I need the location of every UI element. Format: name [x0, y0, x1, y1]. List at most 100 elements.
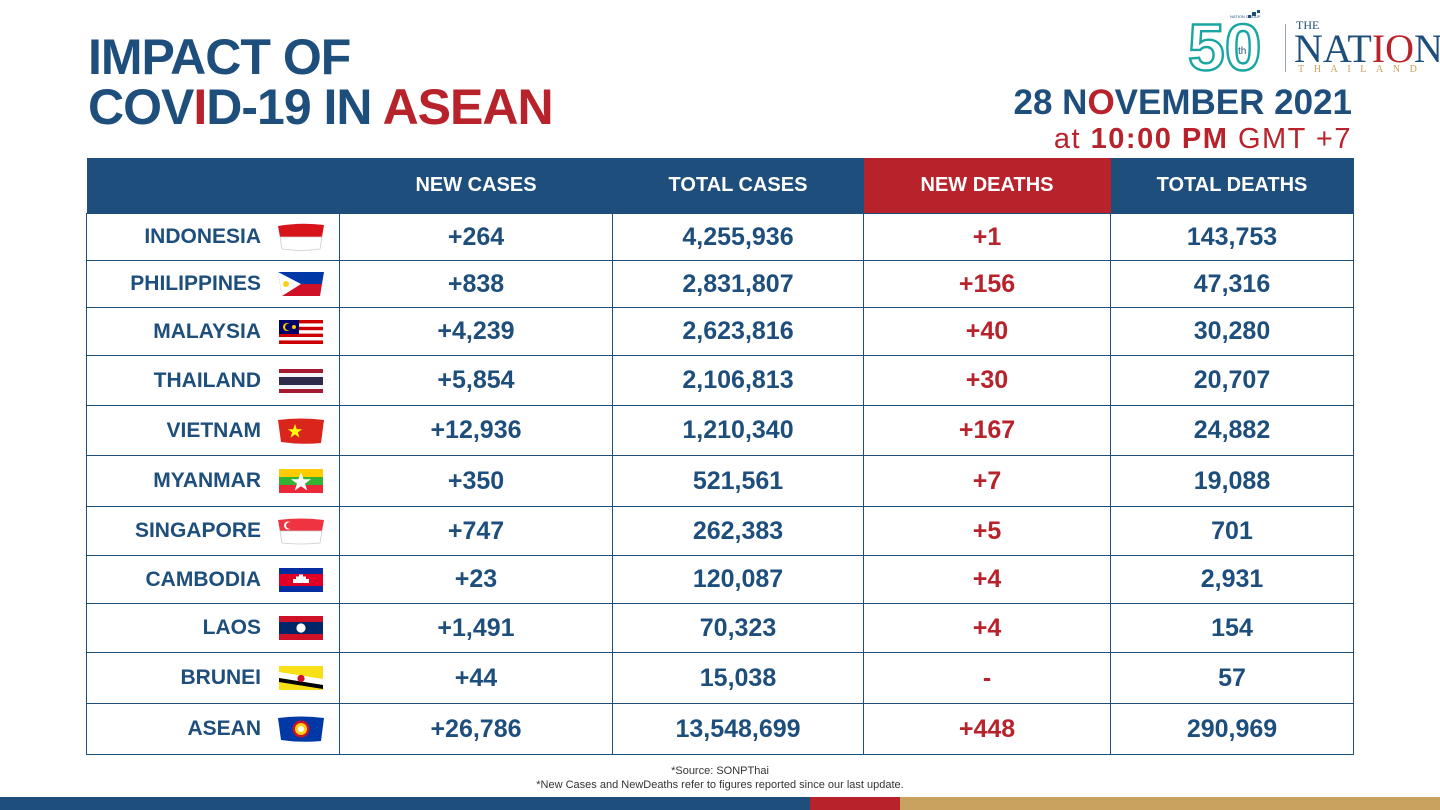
logo-the: THE	[1296, 18, 1320, 32]
myanmar-flag-icon	[275, 465, 327, 497]
source-line: *Source: SONPThai	[671, 765, 769, 777]
singapore-flag-icon	[275, 515, 327, 547]
table-row: CAMBODIA +23 120,087 +4 2,931	[86, 555, 1354, 604]
header-country	[86, 158, 340, 214]
country-name: BRUNEI	[180, 666, 261, 689]
country-name: VIETNAM	[166, 418, 262, 442]
total-cases-cell: 521,561	[612, 455, 864, 507]
new-deaths-cell: -	[863, 652, 1111, 704]
date-red-letter: O	[1087, 83, 1115, 122]
total-cases-cell: 262,383	[612, 506, 864, 556]
thailand-flag-icon	[275, 365, 327, 397]
new-deaths-cell: +1	[863, 213, 1111, 261]
total-deaths-cell: 143,753	[1110, 213, 1354, 261]
bottom-bar-gold	[900, 797, 1440, 810]
table-header-row: NEW CASES TOTAL CASES NEW DEATHS TOTAL D…	[86, 158, 1354, 214]
total-cases-cell: 2,623,816	[612, 307, 864, 356]
country-cell: INDONESIA	[86, 213, 340, 261]
total-cases-cell: 4,255,936	[612, 213, 864, 261]
table-row: MALAYSIA +4,239 2,623,816 +40 30,280	[86, 307, 1354, 356]
country-name: MALAYSIA	[153, 319, 261, 343]
country-name: PHILIPPINES	[130, 272, 261, 295]
total-deaths-cell: 47,316	[1110, 260, 1354, 308]
table-row: THAILAND +5,854 2,106,813 +30 20,707	[86, 355, 1354, 406]
new-deaths-cell: +4	[863, 555, 1111, 604]
time-clock: 10:00 PM	[1090, 123, 1229, 155]
country-cell: SINGAPORE	[86, 506, 340, 556]
header-total-deaths: TOTAL DEATHS	[1110, 158, 1354, 214]
report-time: at 10:00 PM GMT +7	[1054, 122, 1352, 156]
total-cases-cell: 120,087	[612, 555, 864, 604]
total-cases-cell: 2,831,807	[612, 260, 864, 308]
date-part: VEMBER 2021	[1114, 83, 1352, 122]
new-cases-cell: +5,854	[339, 355, 613, 406]
fiftieth-anniversary-badge: 50 th NATION GROUP	[1186, 9, 1278, 85]
nation-thailand-logo: 50 th NATION GROUP THE NATION THAILAND	[1186, 9, 1440, 85]
new-cases-cell: +264	[339, 213, 613, 261]
new-cases-cell: +4,239	[339, 307, 613, 356]
country-name: THAILAND	[153, 368, 261, 392]
total-deaths-cell: 30,280	[1110, 307, 1354, 356]
philippines-flag-icon	[275, 268, 327, 300]
new-cases-cell: +26,786	[339, 703, 613, 755]
logo-nation-io: IO	[1371, 26, 1414, 71]
new-cases-cell: +12,936	[339, 405, 613, 456]
covid-stats-table: NEW CASES TOTAL CASES NEW DEATHS TOTAL D…	[86, 158, 1354, 755]
country-cell: MYANMAR	[86, 455, 340, 507]
total-deaths-cell: 57	[1110, 652, 1354, 704]
bottom-bar-navy	[0, 797, 810, 810]
country-cell: MALAYSIA	[86, 307, 340, 356]
vietnam-flag-icon	[275, 415, 327, 447]
header-new-deaths: NEW DEATHS	[863, 158, 1111, 214]
country-name: MYANMAR	[153, 469, 261, 492]
new-deaths-cell: +40	[863, 307, 1111, 356]
asean-flag-icon	[275, 713, 327, 745]
date-part: 28 N	[1013, 83, 1088, 122]
new-deaths-cell: +448	[863, 703, 1111, 755]
badge-mini-text: NATION GROUP	[1230, 14, 1261, 19]
country-cell: BRUNEI	[86, 652, 340, 704]
total-cases-cell: 70,323	[612, 603, 864, 653]
new-deaths-cell: +30	[863, 355, 1111, 406]
title-part: D-19 IN	[206, 79, 383, 135]
title-asean: ASEAN	[382, 79, 554, 135]
cambodia-flag-icon	[275, 564, 327, 596]
bottom-bar-red	[810, 797, 900, 810]
total-cases-cell: 2,106,813	[612, 355, 864, 406]
logo-nation-part: N	[1414, 26, 1440, 71]
table-row: ASEAN +26,786 13,548,699 +448 290,969	[86, 703, 1354, 755]
total-deaths-cell: 19,088	[1110, 455, 1354, 507]
total-deaths-cell: 154	[1110, 603, 1354, 653]
update-note: *New Cases and NewDeaths refer to figure…	[536, 779, 904, 791]
country-cell: PHILIPPINES	[86, 260, 340, 308]
table-row: LAOS +1,491 70,323 +4 154	[86, 603, 1354, 653]
total-deaths-cell: 290,969	[1110, 703, 1354, 755]
new-cases-cell: +747	[339, 506, 613, 556]
country-name: CAMBODIA	[145, 567, 262, 591]
country-name: SINGAPORE	[134, 519, 261, 542]
table-row: SINGAPORE +747 262,383 +5 701	[86, 506, 1354, 556]
total-deaths-cell: 701	[1110, 506, 1354, 556]
header-total-cases: TOTAL CASES	[612, 158, 864, 214]
malaysia-flag-icon	[275, 316, 327, 348]
country-cell: LAOS	[86, 603, 340, 653]
source-notes: *Source: SONPThai *New Cases and NewDeat…	[0, 764, 1440, 792]
title-line-2: COVID-19 IN ASEAN	[88, 79, 554, 135]
new-deaths-cell: +156	[863, 260, 1111, 308]
country-name: ASEAN	[187, 717, 261, 740]
title-red-letter: I	[193, 79, 207, 135]
total-cases-cell: 13,548,699	[612, 703, 864, 755]
table-row: MYANMAR +350 521,561 +7 19,088	[86, 455, 1354, 507]
brunei-flag-icon	[275, 662, 327, 694]
title-line-1: IMPACT OF	[88, 29, 351, 85]
logo-nation: NATION	[1294, 28, 1440, 70]
new-deaths-cell: +167	[863, 405, 1111, 456]
table-row: BRUNEI +44 15,038 - 57	[86, 652, 1354, 704]
time-zone: GMT +7	[1237, 123, 1352, 155]
total-deaths-cell: 20,707	[1110, 355, 1354, 406]
country-cell: CAMBODIA	[86, 555, 340, 604]
logo-nation-part: NAT	[1294, 26, 1372, 71]
new-cases-cell: +1,491	[339, 603, 613, 653]
indonesia-flag-icon	[275, 221, 327, 253]
new-cases-cell: +838	[339, 260, 613, 308]
